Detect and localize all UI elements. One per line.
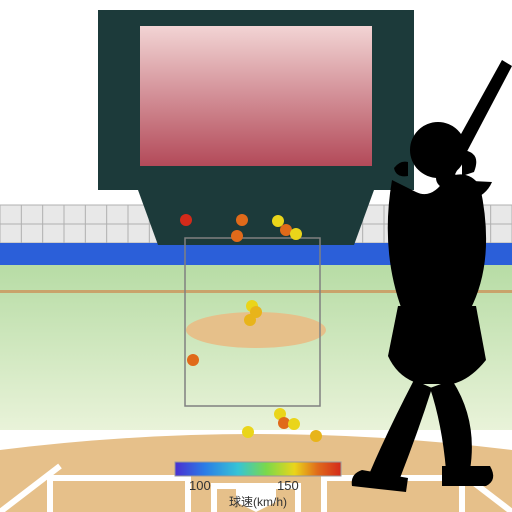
pitch-marker [180, 214, 192, 226]
pitch-marker [231, 230, 243, 242]
pitch-marker [310, 430, 322, 442]
legend-tick: 100 [189, 478, 211, 493]
pitch-marker [272, 215, 284, 227]
pitch-marker [242, 426, 254, 438]
pitch-marker [236, 214, 248, 226]
pitch-marker [290, 228, 302, 240]
legend-axis-label: 球速(km/h) [229, 495, 287, 509]
scoreboard [98, 10, 414, 245]
pitch-marker [244, 314, 256, 326]
pitch-chart: 100 150 球速(km/h) [0, 0, 512, 512]
pitch-marker [288, 418, 300, 430]
pitch-marker [187, 354, 199, 366]
legend-tick: 150 [277, 478, 299, 493]
scoreboard-screen [140, 26, 372, 166]
